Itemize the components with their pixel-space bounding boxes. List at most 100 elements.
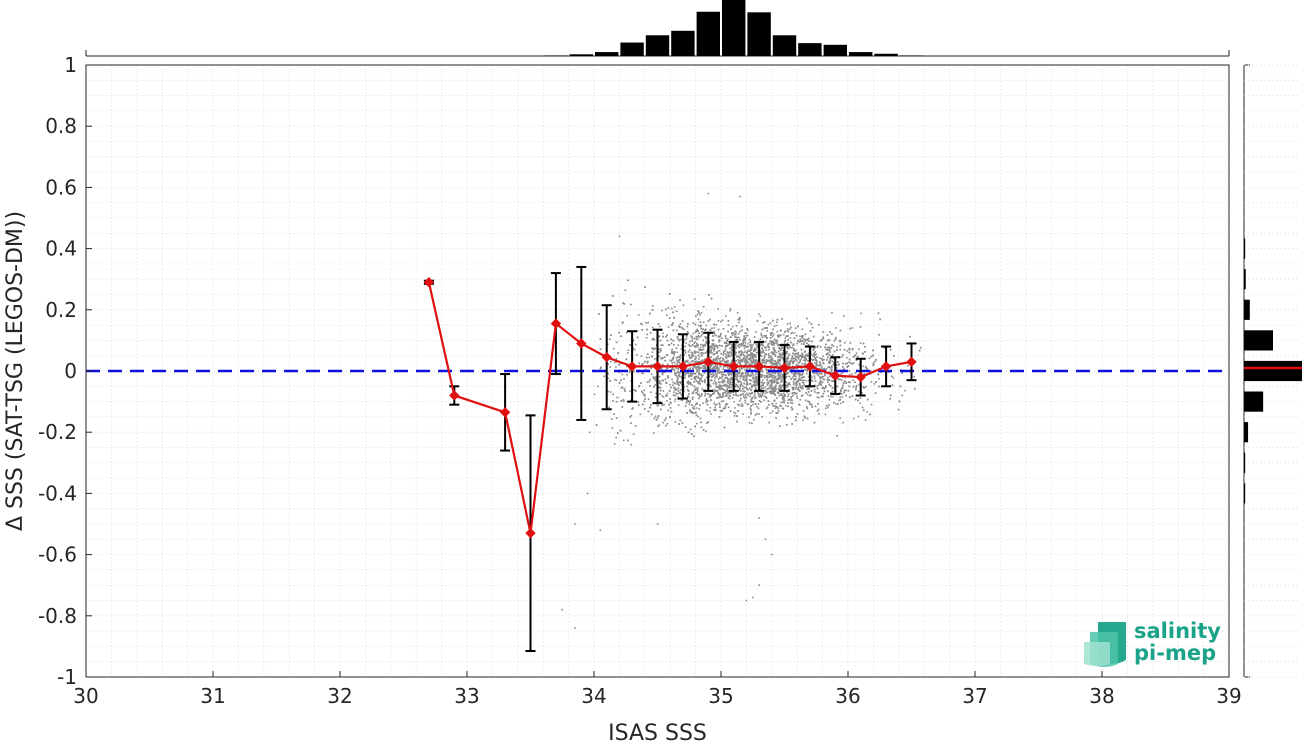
scatter-point [608,406,610,409]
scatter-point [827,352,829,354]
scatter-point [814,359,817,361]
scatter-point [690,433,693,435]
scatter-point [864,346,866,348]
scatter-point [838,363,840,366]
scatter-point [659,348,662,350]
scatter-point [626,314,629,317]
scatter-point [690,360,693,363]
scatter-point [759,395,761,397]
scatter-point [812,349,815,351]
scatter-point [740,358,742,361]
scatter-point [693,298,696,301]
scatter-point [753,348,755,351]
scatter-point [745,387,748,389]
scatter-point [769,385,772,388]
scatter-point [658,351,661,354]
top-histogram [85,0,1230,57]
scatter-point [906,364,909,367]
scatter-point [817,402,819,405]
scatter-point [787,383,789,386]
scatter-point [833,401,835,404]
scatter-point [792,344,794,347]
scatter-point [673,361,676,364]
scatter-point [715,344,717,347]
scatter-point [803,384,805,386]
scatter-point [835,402,837,405]
scatter-point [774,372,776,375]
scatter-point [870,403,873,406]
scatter-point [668,403,670,406]
scatter-point [733,414,736,417]
scatter-point [689,345,691,347]
scatter-point [660,344,662,346]
scatter-point [787,368,790,371]
scatter-point [839,344,842,347]
scatter-point [786,391,788,394]
scatter-point [696,343,699,346]
scatter-point [755,356,757,358]
scatter-point [669,406,672,409]
scatter-point [822,337,825,340]
scatter-point [654,347,657,350]
scatter-point [813,372,816,375]
scatter-point [684,405,687,407]
scatter-point [787,384,789,387]
scatter-point [864,419,867,421]
scatter-point [713,358,716,360]
scatter-point [730,328,732,330]
scatter-point [760,381,763,384]
scatter-point [600,366,602,369]
scatter-point [671,352,673,354]
scatter-point [746,346,748,348]
scatter-point [709,351,711,354]
scatter-point [719,332,722,335]
scatter-point [779,388,781,391]
scatter-point [716,386,718,388]
scatter-point [777,356,779,358]
scatter-point [728,368,730,370]
scatter-point [763,327,766,330]
scatter-point [777,382,780,384]
scatter-point [816,396,819,399]
scatter-point [781,352,784,355]
scatter-point [684,345,687,348]
scatter-point [783,392,785,395]
scatter-point [779,348,782,350]
scatter-point [819,378,822,380]
scatter-point [623,387,626,390]
scatter-point [696,366,699,369]
scatter-point [718,386,721,388]
scatter-point [710,349,712,352]
scatter-point [830,395,832,398]
scatter-point [716,375,718,378]
scatter-point [779,334,782,337]
scatter-point [699,395,701,398]
scatter-point [770,379,773,381]
scatter-point [717,355,719,357]
scatter-point [699,383,701,385]
scatter-point [820,395,823,398]
scatter-point [721,319,724,322]
scatter-point [834,327,837,329]
scatter-point [727,372,730,375]
scatter-point [615,379,618,381]
scatter-point [828,362,831,364]
scatter-point [635,343,637,346]
scatter-point [877,373,879,376]
scatter-point [721,359,724,362]
scatter-point [686,331,689,333]
scatter-point [739,361,741,364]
scatter-point [744,332,747,335]
scatter-point [743,347,746,350]
scatter-point [772,333,775,336]
scatter-point [785,373,788,376]
scatter-point [717,386,719,388]
scatter-point [763,335,766,337]
scatter-point [868,357,871,360]
scatter-point [714,404,717,406]
scatter-point [754,379,757,382]
scatter-point [843,348,846,351]
scatter-point [806,388,809,391]
scatter-point [732,394,735,396]
scatter-point [787,405,789,408]
